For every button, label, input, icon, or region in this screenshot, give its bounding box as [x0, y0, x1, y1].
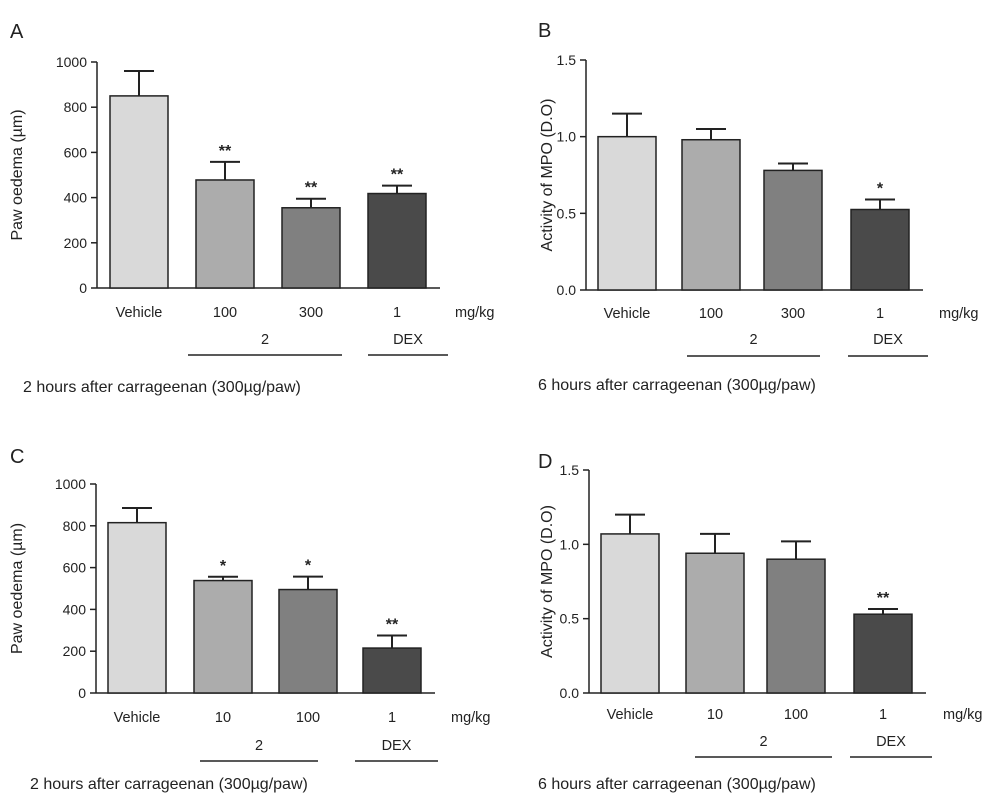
significance-mark: *	[305, 558, 312, 575]
group-label: DEX	[876, 734, 906, 750]
x-category-label: Vehicle	[607, 707, 654, 723]
y-tick-label: 0	[78, 685, 86, 701]
panel-letter: B	[538, 20, 551, 42]
significance-mark: *	[877, 181, 884, 198]
bar	[685, 552, 745, 694]
y-tick-label: 1.0	[557, 129, 577, 145]
bar	[281, 207, 341, 289]
y-tick-label: 1000	[55, 476, 86, 492]
bar	[367, 192, 427, 289]
x-category-label: 300	[781, 306, 805, 322]
bar	[850, 208, 910, 291]
group-label: DEX	[382, 738, 412, 754]
y-tick-label: 800	[63, 518, 87, 534]
panel-letter: D	[538, 451, 552, 473]
bar	[597, 135, 657, 291]
x-category-label: 1	[388, 710, 396, 726]
y-tick-label: 200	[63, 643, 87, 659]
x-category-label: Vehicle	[116, 305, 163, 321]
y-tick-label: 0	[79, 280, 87, 296]
y-tick-label: 800	[64, 99, 88, 115]
x-category-label: 1	[879, 707, 887, 723]
y-axis-label: Activity of MPO (D.O)	[539, 505, 556, 658]
x-category-label: 10	[215, 710, 231, 726]
y-axis-label: Activity of MPO (D.O)	[539, 99, 556, 252]
group-label: 2	[255, 738, 263, 754]
significance-mark: **	[877, 590, 890, 607]
y-axis-label: Paw oedema (µm)	[9, 523, 26, 654]
bar	[193, 579, 253, 694]
y-tick-label: 0.5	[557, 205, 577, 221]
bar	[600, 533, 660, 694]
group-label: 2	[759, 734, 767, 750]
panel-a: A 0 200 400 600 800 1000 Paw oedema (µm) Vehicle…	[9, 21, 495, 396]
significance-mark: *	[220, 558, 227, 575]
bar	[278, 588, 338, 694]
x-category-label: 1	[876, 306, 884, 322]
x-category-label: 100	[699, 306, 723, 322]
significance-mark: **	[391, 167, 404, 184]
panel-caption: 6 hours after carrageenan (300µg/paw)	[538, 377, 816, 394]
panel-caption: 2 hours after carrageenan (300µg/paw)	[23, 379, 301, 396]
bar	[766, 558, 826, 694]
bar	[853, 613, 913, 694]
x-unit-label: mg/kg	[451, 710, 491, 726]
bar	[107, 521, 167, 694]
y-tick-label: 1.0	[560, 536, 580, 552]
bar	[195, 179, 255, 289]
x-unit-label: mg/kg	[939, 306, 979, 322]
significance-mark: **	[219, 143, 232, 160]
panel-d: D 0.0 0.5 1.0 1.5 Activity of MPO (D.O) Vehicl…	[538, 451, 983, 793]
x-category-label: 10	[707, 707, 723, 723]
x-category-label: 100	[296, 710, 320, 726]
panel-letter: A	[10, 21, 24, 43]
group-label: 2	[261, 332, 269, 348]
group-label: 2	[749, 332, 757, 348]
panel-letter: C	[10, 446, 24, 468]
bar	[681, 138, 741, 291]
y-tick-label: 0.0	[560, 685, 580, 701]
y-tick-label: 0.0	[557, 282, 577, 298]
panel-b: B 0.0 0.5 1.0 1.5 Activity of MPO (D.O) Vehicl…	[538, 20, 979, 394]
bar	[362, 647, 422, 694]
x-category-label: 1	[393, 305, 401, 321]
y-tick-label: 0.5	[560, 611, 580, 627]
x-unit-label: mg/kg	[455, 305, 495, 321]
x-unit-label: mg/kg	[943, 707, 983, 723]
x-category-label: 100	[784, 707, 808, 723]
y-tick-label: 600	[63, 560, 87, 576]
panel-caption: 6 hours after carrageenan (300µg/paw)	[538, 776, 816, 793]
y-tick-label: 1000	[56, 54, 87, 70]
panel-c: C 0 200 400 600 800 1000 Paw oedema (µm) Vehicle…	[9, 446, 491, 793]
x-category-label: Vehicle	[114, 710, 161, 726]
x-category-label: 300	[299, 305, 323, 321]
y-tick-label: 1.5	[560, 462, 580, 478]
significance-mark: **	[305, 180, 318, 197]
y-tick-label: 400	[64, 190, 88, 206]
y-tick-label: 400	[63, 601, 87, 617]
significance-mark: **	[386, 617, 399, 634]
group-label: DEX	[393, 332, 423, 348]
bar	[763, 169, 823, 291]
y-axis-label: Paw oedema (µm)	[9, 109, 26, 240]
panel-caption: 2 hours after carrageenan (300µg/paw)	[30, 776, 308, 793]
x-category-label: Vehicle	[604, 306, 651, 322]
y-tick-label: 200	[64, 235, 88, 251]
y-tick-label: 600	[64, 144, 88, 160]
group-label: DEX	[873, 332, 903, 348]
bar	[109, 95, 169, 289]
y-tick-label: 1.5	[557, 52, 577, 68]
x-category-label: 100	[213, 305, 237, 321]
